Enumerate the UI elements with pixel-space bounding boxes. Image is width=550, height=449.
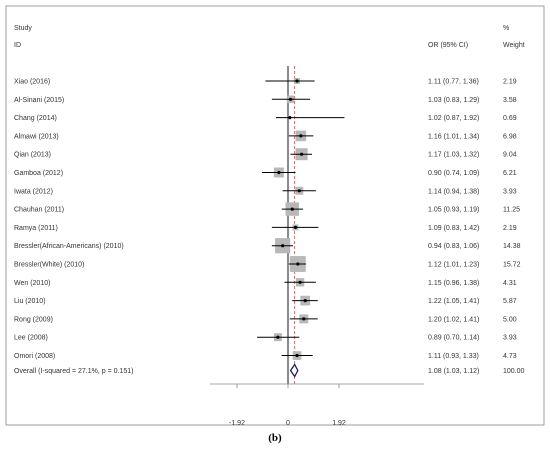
study-weight: 4.73 <box>503 353 517 360</box>
header-weight: Weight <box>503 42 525 49</box>
study-weight: 2.19 <box>503 225 517 232</box>
study-label: Gamboa (2012) <box>14 170 63 177</box>
header-id: ID <box>14 42 21 49</box>
point-estimate <box>299 152 304 156</box>
study-weight: 0.69 <box>503 115 517 122</box>
study-ci-text: 0.90 (0.74, 1.09) <box>428 170 479 177</box>
point-estimate <box>295 79 299 83</box>
study-ci-text: 0.89 (0.70, 1.14) <box>428 335 479 342</box>
study-ci-text: 1.09 (0.83, 1.42) <box>428 225 479 232</box>
study-label: Wen (2010) <box>14 280 50 287</box>
overall-weight: 100.00 <box>503 368 525 375</box>
study-row: Ramya (2011) 1.09 (0.83, 1.42) 2.19 <box>14 224 517 232</box>
study-ci-text: 1.15 (0.96, 1.38) <box>428 280 479 287</box>
study-row: Omori (2008) 1.11 (0.93, 1.33) 4.73 <box>14 351 517 360</box>
study-label: Omori (2008) <box>14 353 55 360</box>
study-row: Almawi (2013) 1.16 (1.01, 1.34) 6.98 <box>14 130 517 142</box>
overall-ci-text: 1.08 (1.03, 1.12) <box>428 368 479 375</box>
study-weight: 5.00 <box>503 316 517 323</box>
point-estimate <box>297 189 301 193</box>
study-label: Ramya (2011) <box>14 225 58 232</box>
study-ci-text: 1.11 (0.77, 1.36) <box>428 79 479 86</box>
overall-diamond <box>289 363 299 378</box>
study-row: Chauhan (2011) 1.05 (0.93, 1.19) 11.25 <box>14 202 520 216</box>
study-row: Liu (2010) 1.22 (1.05, 1.41) 5.87 <box>14 295 517 306</box>
study-weight: 11.25 <box>503 207 520 214</box>
study-label: Qian (2013) <box>14 152 51 159</box>
point-estimate <box>288 116 292 120</box>
study-ci-text: 0.94 (0.83, 1.06) <box>428 243 479 250</box>
study-ci-text: 1.02 (0.87, 1.92) <box>428 115 479 122</box>
study-row: Wen (2010) 1.15 (0.96, 1.38) 4.31 <box>14 278 517 287</box>
study-label: Bressler(White) (2010) <box>14 262 84 269</box>
study-ci-text: 1.11 (0.93, 1.33) <box>428 353 479 360</box>
study-label: Lee (2008) <box>14 335 48 342</box>
study-label: Almawi (2013) <box>14 133 59 140</box>
study-weight: 3.93 <box>503 335 517 342</box>
study-row: Rong (2009) 1.20 (1.02, 1.41) 5.00 <box>14 314 517 323</box>
point-estimate <box>290 207 294 211</box>
x-axis: -1.92 0 1.92 <box>210 383 424 427</box>
study-row: Al-Sinani (2015) 1.03 (0.83, 1.29) 3.58 <box>14 95 517 104</box>
study-row: Chang (2014) 1.02 (0.87, 1.92) 0.69 <box>14 115 517 122</box>
study-row: Gamboa (2012) 0.90 (0.74, 1.09) 6.21 <box>14 167 517 178</box>
point-estimate <box>302 317 306 321</box>
study-weight: 14.38 <box>503 243 521 250</box>
study-weight: 9.04 <box>503 152 517 159</box>
header-or-ci: OR (95% CI) <box>428 42 468 49</box>
study-weight: 6.98 <box>503 133 517 140</box>
point-estimate <box>288 97 293 101</box>
study-weight: 5.87 <box>503 298 517 305</box>
study-weight: 4.31 <box>503 280 517 287</box>
plot-frame <box>5 5 545 426</box>
study-ci-text: 1.03 (0.83, 1.29) <box>428 97 479 104</box>
point-estimate <box>298 280 302 284</box>
point-estimate <box>295 353 299 358</box>
study-row: Bressler(White) (2010) 1.12 (1.01, 1.23) 1… <box>14 256 521 272</box>
study-weight: 2.19 <box>503 79 517 86</box>
header-percent: % <box>503 25 509 32</box>
study-label: Chauhan (2011) <box>14 207 64 214</box>
study-label: Chang (2014) <box>14 115 57 122</box>
study-row: Lee (2008) 0.89 (0.70, 1.14) 3.93 <box>14 333 517 342</box>
study-weight: 3.93 <box>503 188 517 195</box>
point-estimate <box>296 262 300 266</box>
study-ci-text: 1.16 (1.01, 1.34) <box>428 133 479 140</box>
point-estimate <box>276 335 280 339</box>
study-ci-text: 1.17 (1.03, 1.32) <box>428 152 479 159</box>
study-row: Bressler(African-Americans) (2010) 0.94 (… <box>14 238 521 254</box>
study-ci-text: 1.22 (1.05, 1.41) <box>428 298 479 305</box>
study-label: Rong (2009) <box>14 316 53 323</box>
study-weight: 15.72 <box>503 262 521 269</box>
study-ci-text: 1.05 (0.93, 1.19) <box>428 207 479 214</box>
point-estimate <box>299 134 303 138</box>
point-estimate <box>277 170 281 175</box>
overall-row: Overall (I-squared = 27.1%, p = 0.151) 1… <box>14 363 525 378</box>
point-estimate <box>303 299 307 303</box>
study-weight: 6.21 <box>503 170 517 177</box>
point-estimate <box>281 244 285 248</box>
overall-label: Overall (I-squared = 27.1%, p = 0.151) <box>14 368 133 375</box>
study-label: Bressler(African-Americans) (2010) <box>14 243 124 250</box>
study-label: Al-Sinani (2015) <box>14 97 64 104</box>
study-row: Qian (2013) 1.17 (1.03, 1.32) 9.04 <box>14 148 517 161</box>
study-rows: Xiao (2016) 1.11 (0.77, 1.36) 2.19 Al-Sinan… <box>14 78 521 360</box>
study-ci-text: 1.12 (1.01, 1.23) <box>428 262 479 269</box>
study-ci-text: 1.20 (1.02, 1.41) <box>428 316 479 323</box>
study-ci-text: 1.14 (0.94, 1.38) <box>428 188 479 195</box>
study-row: Iwata (2012) 1.14 (0.94, 1.38) 3.93 <box>14 186 517 195</box>
x-tick-label-mid: 0 <box>286 420 290 427</box>
study-label: Iwata (2012) <box>14 188 53 195</box>
study-label: Xiao (2016) <box>14 79 50 86</box>
x-tick-label-right: 1.92 <box>332 420 346 427</box>
study-row: Xiao (2016) 1.11 (0.77, 1.36) 2.19 <box>14 78 517 86</box>
x-tick-label-left: -1.92 <box>229 420 245 427</box>
study-weight: 3.58 <box>503 97 517 104</box>
study-label: Liu (2010) <box>14 298 46 305</box>
figure-caption: (b) <box>268 432 282 444</box>
point-estimate <box>293 225 298 229</box>
header-study: Study <box>14 25 32 32</box>
